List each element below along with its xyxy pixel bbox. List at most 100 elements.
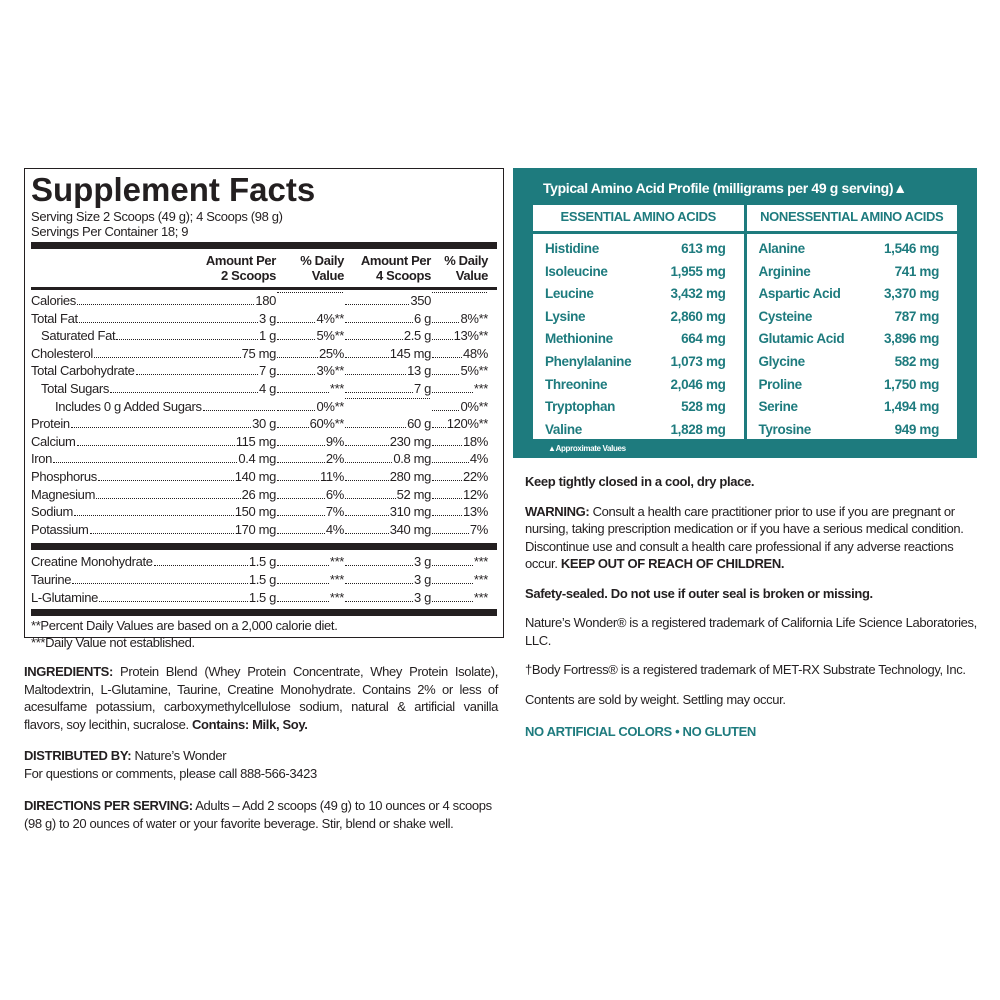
- amino-name: Tyrosine: [758, 421, 812, 437]
- value-cell: 2%: [276, 450, 344, 468]
- daily-value: 5%**: [460, 363, 488, 379]
- contact: For questions or comments, please call 8…: [24, 765, 317, 781]
- amino-amount: 1,546 mg: [884, 241, 939, 256]
- daily-value: ***: [329, 571, 344, 587]
- amount: 280 mg: [389, 468, 432, 484]
- warning: WARNING: Consult a health care practitio…: [525, 503, 977, 573]
- daily-value: 60%**: [309, 416, 345, 432]
- dot-leader: [72, 582, 248, 584]
- warning-text: Consult a health care practitioner prior…: [525, 503, 964, 572]
- amino-row: Cysteine 787 mg: [747, 306, 958, 329]
- value-cell: 310 mg: [344, 503, 431, 521]
- amino-name: Phenylalanine: [545, 353, 632, 369]
- amino-title: Typical Amino Acid Profile (milligrams p…: [543, 180, 907, 196]
- directions: DIRECTIONS PER SERVING: Adults – Add 2 s…: [24, 797, 504, 832]
- value-cell: 350: [344, 292, 431, 310]
- amount: 0.4 mg: [238, 451, 276, 467]
- value-cell: 340 mg: [344, 521, 431, 539]
- directions-text: Adults – Add 2 scoops (49 g) to 10 ounce…: [24, 798, 492, 831]
- nutrient-cell: Taurine 1.5 g: [31, 571, 276, 589]
- nutrient-cell: Total Fat 3 g: [31, 310, 276, 328]
- daily-value: 4%: [325, 521, 344, 537]
- value-cell: 280 mg: [344, 468, 431, 486]
- value-cell: 5%**: [431, 362, 488, 380]
- facts-row: Total Sugars 4 g *** 7 g ***: [31, 380, 497, 398]
- value-cell: 25%: [276, 345, 344, 363]
- value-cell: 13 g: [344, 362, 431, 380]
- value-cell: 22%: [431, 468, 488, 486]
- nutrient-name: Phosphorus: [31, 468, 97, 484]
- amino-name: Proline: [758, 376, 803, 392]
- daily-value: ***: [329, 554, 344, 570]
- amino-amount: 1,494 mg: [884, 399, 939, 415]
- dot-leader: [432, 292, 487, 293]
- value-cell: 52 mg: [344, 486, 431, 504]
- value-cell: 4%: [276, 521, 344, 539]
- amino-row: Isoleucine 1,955 mg: [533, 261, 744, 284]
- nutrient-cell: Creatine Monohydrate 1.5 g: [31, 553, 276, 571]
- servings-per-container: Servings Per Container 18; 9: [31, 224, 189, 239]
- dot-leader: [345, 391, 413, 393]
- amino-row: Methionine 664 mg: [533, 328, 744, 351]
- supplement-facts: Supplement Facts Serving Size 2 Scoops (…: [24, 168, 504, 650]
- value-cell: [276, 292, 344, 310]
- trademark: †Body Fortress® is a registered trademar…: [525, 662, 966, 677]
- nonessential-column: NONESSENTIAL AMINO ACIDS Alanine 1,546 mg…: [743, 205, 958, 439]
- dot-leader: [277, 409, 316, 411]
- amino-row: Phenylalanine 1,073 mg: [533, 351, 744, 374]
- facts-row: Includes 0 g Added Sugars 0%** 0%**: [31, 397, 497, 416]
- nutrient-name: Creatine Monohydrate: [31, 554, 153, 570]
- amino-name: Serine: [758, 399, 799, 415]
- divider: [31, 242, 497, 249]
- amount: 180: [255, 293, 276, 308]
- amino-name: Aspartic Acid: [758, 286, 841, 302]
- nutrient-name: Magnesium: [31, 486, 96, 502]
- daily-value: 2%: [325, 451, 344, 467]
- nutrient-name: Potassium: [31, 521, 89, 537]
- daily-value: 25%: [319, 345, 344, 361]
- daily-value: 9%: [325, 433, 344, 449]
- column-header: ESSENTIAL AMINO ACIDS: [533, 205, 744, 234]
- amino-name: Glutamic Acid: [758, 331, 845, 347]
- dot-leader: [277, 391, 329, 393]
- amount: 3 g: [413, 571, 431, 587]
- amount: 60 g: [407, 416, 431, 432]
- amount: 1.5 g: [248, 571, 277, 587]
- nutrient-cell: Iron 0.4 mg: [31, 450, 276, 468]
- facts-row: L-Glutamine 1.5 g *** 3 g ***: [31, 589, 497, 607]
- amino-name: Threonine: [545, 376, 608, 392]
- daily-value: ***: [329, 589, 344, 605]
- amino-amount: 1,750 mg: [884, 376, 939, 392]
- dot-leader: [277, 462, 325, 464]
- daily-value: 13%: [463, 504, 488, 520]
- amount: 75 mg: [241, 345, 277, 361]
- value-cell: 8%**: [431, 310, 488, 328]
- value-cell: ***: [431, 571, 488, 589]
- daily-value: 7%: [469, 521, 488, 537]
- amino-row: Lysine 2,860 mg: [533, 306, 744, 329]
- distributor: DISTRIBUTED BY: Nature’s Wonder For ques…: [24, 747, 498, 782]
- value-cell: 0.8 mg: [344, 450, 431, 468]
- value-cell: 48%: [431, 345, 488, 363]
- amount: 3 g: [413, 554, 431, 570]
- dot-leader: [432, 497, 463, 499]
- dot-leader: [76, 304, 255, 305]
- contents-note: Contents are sold by weight. Settling ma…: [525, 691, 786, 707]
- dot-leader: [345, 397, 430, 399]
- amino-name: Glycine: [758, 353, 806, 369]
- amino-amount: 741 mg: [894, 263, 940, 279]
- value-cell: 145 mg: [344, 345, 431, 363]
- amino-acid-profile: Typical Amino Acid Profile (milligrams p…: [513, 168, 977, 458]
- nutrient-name: L-Glutamine: [31, 589, 98, 605]
- divider: [31, 543, 497, 551]
- dot-leader: [135, 374, 258, 376]
- amino-name: Tryptophan: [545, 399, 615, 415]
- amino-amount: 3,432 mg: [670, 286, 726, 302]
- dot-leader: [277, 497, 325, 499]
- dot-leader: [202, 409, 275, 411]
- amount: 140 mg: [234, 468, 277, 484]
- value-cell: 6%: [276, 486, 344, 504]
- dot-leader: [277, 321, 316, 323]
- amino-amount: 528 mg: [681, 399, 726, 415]
